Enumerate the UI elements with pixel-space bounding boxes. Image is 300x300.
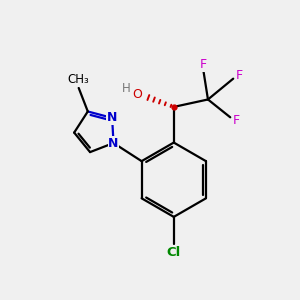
Text: Cl: Cl [167,246,181,259]
Text: N: N [108,136,119,149]
Text: H: H [122,82,130,95]
Text: F: F [236,69,243,82]
Text: N: N [107,111,117,124]
Text: CH₃: CH₃ [68,73,90,86]
Text: O: O [132,88,142,100]
Text: F: F [233,114,240,127]
Text: F: F [200,58,207,71]
